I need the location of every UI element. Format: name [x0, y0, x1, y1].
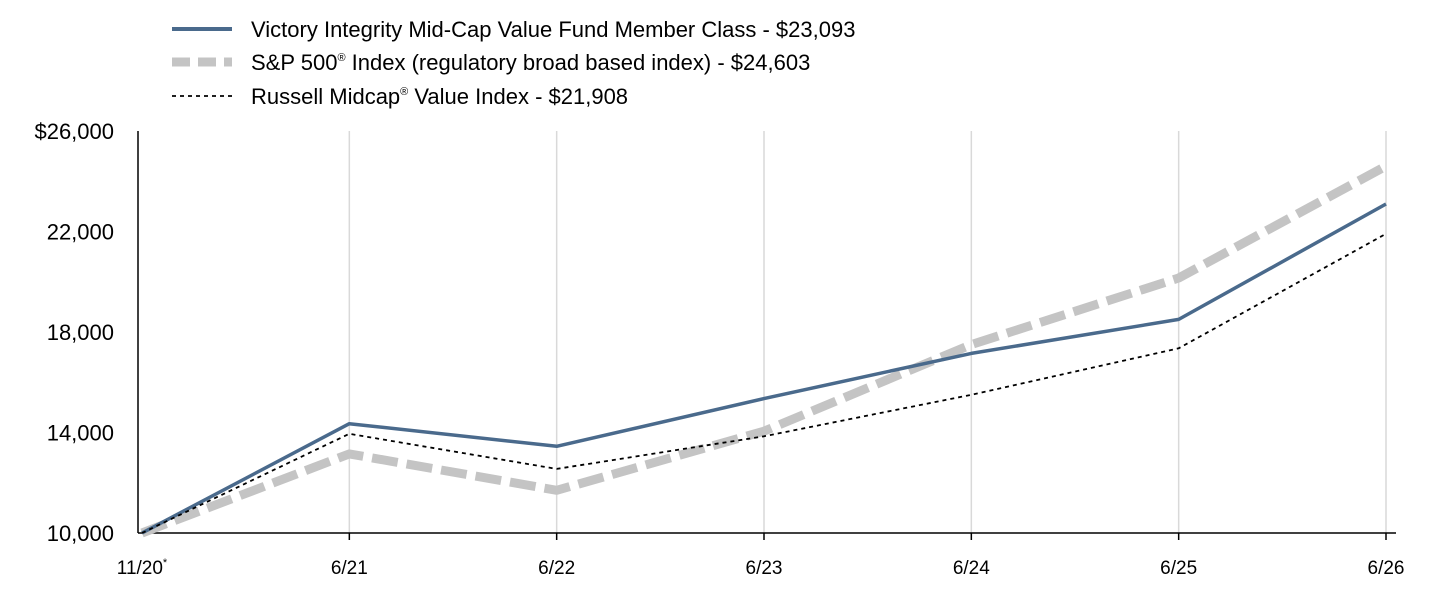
y-tick-labels: 10,000 14,000 18,000 22,000 $26,000 — [34, 119, 114, 546]
x-tick-labels: 11/20* 6/21 6/22 6/23 6/24 6/25 6/26 — [117, 557, 1405, 579]
y-tick-label: 18,000 — [47, 320, 114, 345]
series-line-russell — [141, 233, 1387, 534]
x-tick-label: 6/23 — [746, 558, 783, 579]
x-tick-label: 6/24 — [953, 558, 990, 579]
gridlines — [348, 131, 1387, 533]
legend: Victory Integrity Mid-Cap Value Fund Mem… — [172, 17, 855, 109]
axes — [137, 131, 1396, 540]
y-tick-label: 10,000 — [47, 521, 114, 546]
y-tick-label: 22,000 — [47, 220, 114, 245]
x-tick-note-mark: * — [163, 557, 168, 569]
series-line-sp500 — [140, 162, 1389, 538]
x-tick-label: 6/26 — [1368, 558, 1405, 579]
legend-label-russell: Russell Midcap® Value Index - $21,908 — [251, 84, 628, 109]
legend-label-sp500-mark: ® — [337, 52, 345, 64]
y-tick-label: $26,000 — [34, 119, 114, 144]
legend-label-russell-rest: Value Index - $21,908 — [408, 84, 628, 109]
x-tick-label: 6/21 — [331, 558, 368, 579]
legend-label-sp500: S&P 500® Index (regulatory broad based i… — [251, 50, 810, 75]
legend-label-fund: Victory Integrity Mid-Cap Value Fund Mem… — [251, 17, 855, 42]
legend-label-russell-mark: ® — [400, 86, 408, 98]
legend-label-sp500-main: S&P 500 — [251, 50, 337, 75]
series-line-fund — [141, 202, 1387, 535]
y-tick-label: 14,000 — [47, 421, 114, 446]
legend-label-sp500-rest: Index (regulatory broad based index) - $… — [346, 50, 811, 75]
x-tick-label: 6/22 — [538, 558, 575, 579]
legend-label-russell-main: Russell Midcap — [251, 84, 400, 109]
x-tick-label: 6/25 — [1160, 558, 1197, 579]
x-tick-label: 11/20* — [117, 557, 168, 579]
series-layer — [140, 162, 1389, 538]
